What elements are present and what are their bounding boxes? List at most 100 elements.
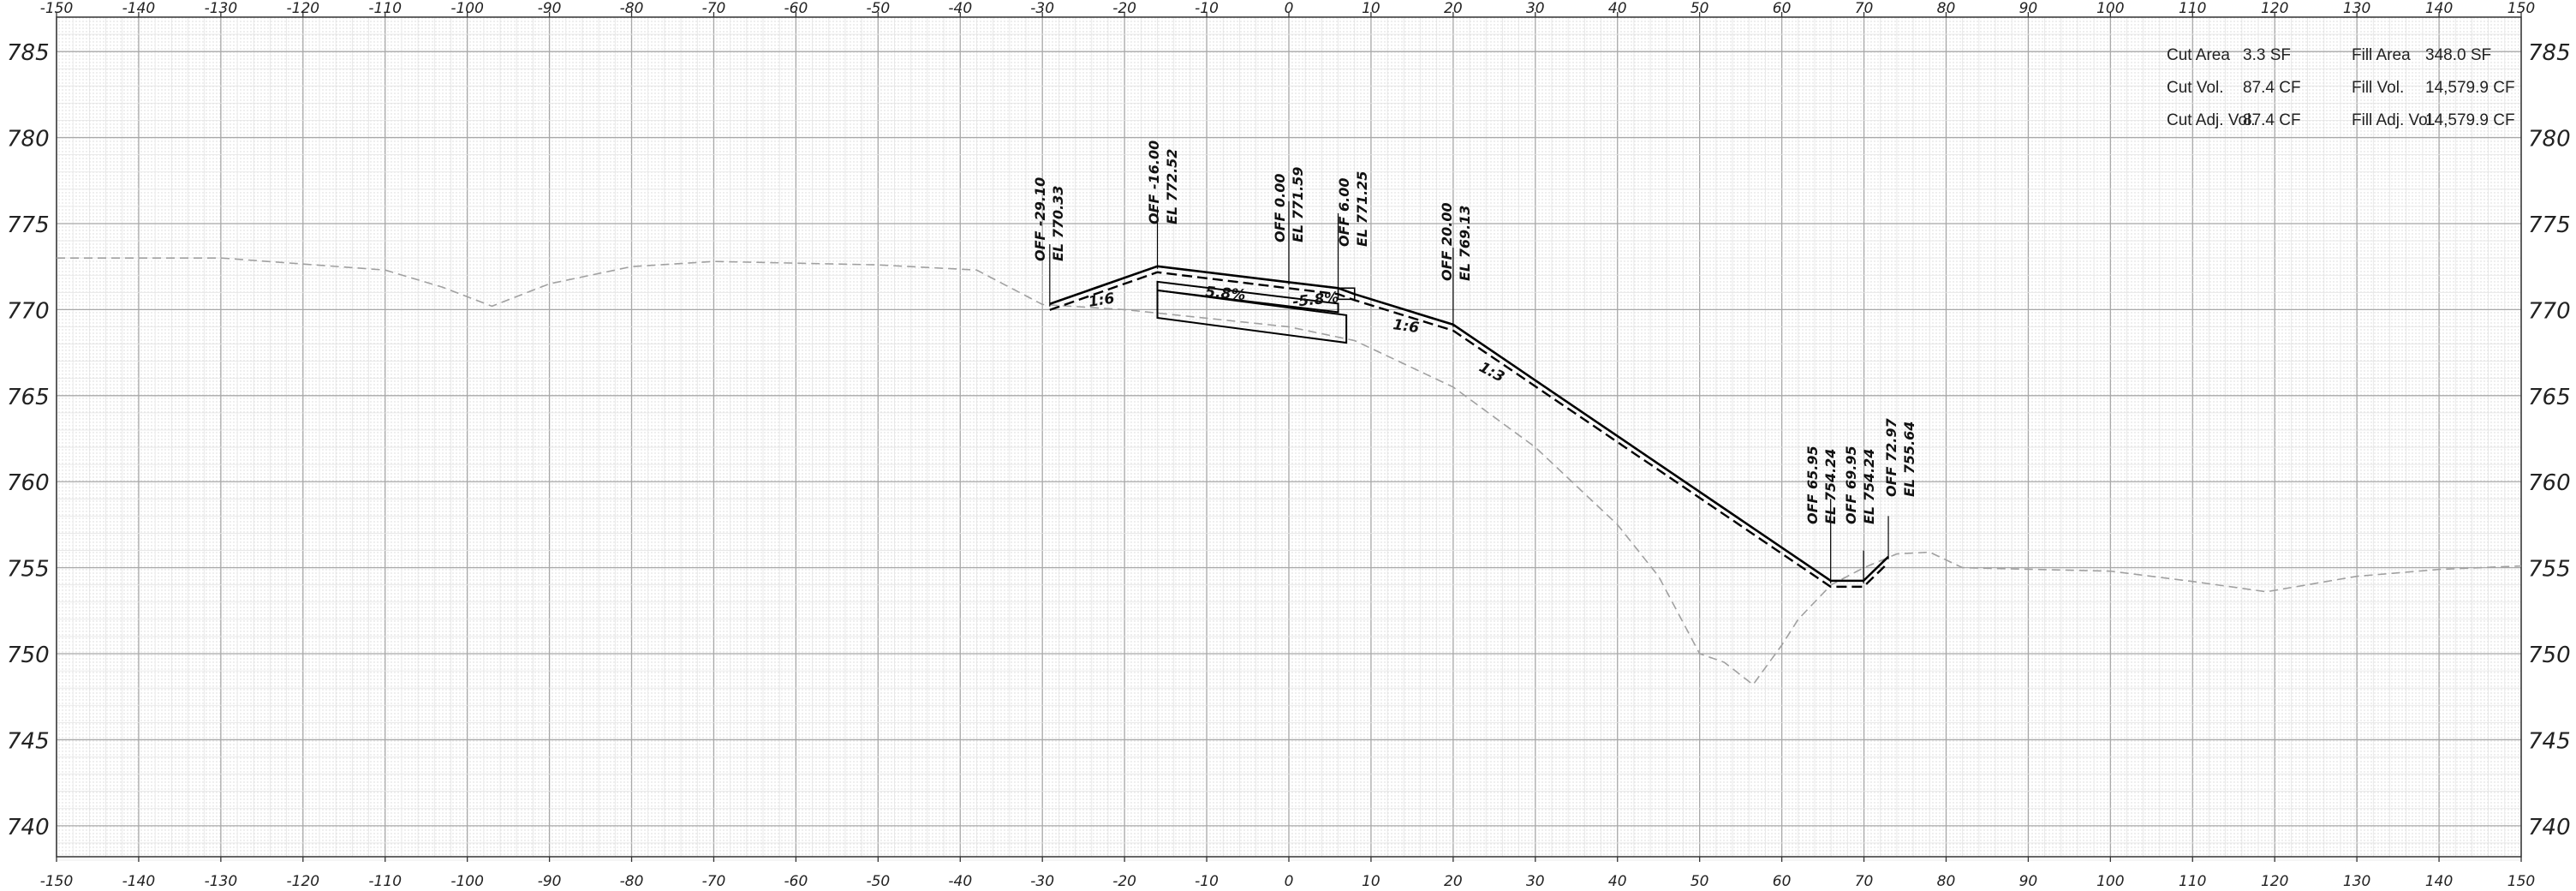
x-tick-label-bottom: -130 — [205, 873, 238, 890]
y-tick-label-right: 745 — [2528, 728, 2571, 754]
x-tick-label-bottom: -70 — [702, 873, 726, 890]
y-tick-label-left: 770 — [7, 298, 50, 324]
elevation-label: EL 755.64 — [1901, 422, 1917, 497]
elevation-label: EL 771.25 — [1354, 171, 1370, 247]
y-tick-label-left: 745 — [7, 728, 50, 754]
offset-label: OFF 69.95 — [1843, 446, 1859, 524]
x-tick-label-bottom: 80 — [1937, 873, 1956, 890]
existing-ground-line — [57, 257, 2522, 686]
x-tick-label-top: 130 — [2343, 0, 2370, 17]
grid — [56, 16, 2522, 861]
x-tick-label-bottom: -60 — [784, 873, 808, 890]
y-tick-label-left: 765 — [7, 385, 50, 410]
elevation-label: EL 754.24 — [1822, 449, 1839, 524]
point-label: OFF -16.00 EL 772.52 — [1146, 141, 1180, 224]
slope-label: 1:6 — [1392, 316, 1420, 337]
x-tick-label-bottom: -40 — [948, 873, 972, 890]
x-tick-label-bottom: 30 — [1526, 873, 1545, 890]
x-tick-label-bottom: -120 — [287, 873, 320, 890]
elevation-label: EL 772.52 — [1164, 149, 1180, 224]
x-tick-label-bottom: -20 — [1112, 873, 1136, 890]
x-tick-label-top: -80 — [620, 0, 644, 17]
x-tick-label-top: 120 — [2261, 0, 2288, 17]
axis-ticks: -150 -150 -140 -140 -130 -130 -120 -120 -110 -110… — [7, 0, 2571, 890]
y-tick-label-right: 780 — [2528, 127, 2571, 152]
x-tick-label-top: 90 — [2019, 0, 2038, 17]
y-tick-label-left: 780 — [7, 127, 50, 152]
subgrade-line — [1049, 271, 1889, 589]
x-tick-label-bottom: 60 — [1773, 873, 1792, 890]
pavement-layer — [1156, 280, 1339, 314]
offset-label: OFF 0.00 — [1272, 173, 1288, 242]
slope-labels: 1:6 5.8% -5.8%1:61:3 — [1088, 284, 1507, 386]
cut-adj-vol-label: Cut Adj. Vol. — [2167, 111, 2256, 129]
x-tick-label-bottom: 110 — [2179, 873, 2206, 890]
x-tick-label-top: 70 — [1855, 0, 1874, 17]
slope-label: 1:6 — [1088, 290, 1116, 311]
x-tick-label-bottom: -30 — [1030, 873, 1054, 890]
point-labels: OFF -29.10 EL 770.33 OFF -16.00 EL 772.52 OF… — [1032, 141, 1917, 524]
y-tick-label-right: 740 — [2528, 815, 2571, 840]
x-tick-label-top: -10 — [1195, 0, 1219, 17]
y-tick-label-right: 760 — [2528, 470, 2571, 496]
y-tick-label-left: 750 — [7, 643, 50, 668]
x-tick-label-top: -150 — [40, 0, 74, 17]
y-tick-label-left: 760 — [7, 470, 50, 496]
fill-area-label: Fill Area — [2352, 46, 2411, 64]
cut-vol-value: 87.4 CF — [2243, 79, 2301, 97]
x-tick-label-bottom: -80 — [620, 873, 644, 890]
x-tick-label-top: -100 — [450, 0, 484, 17]
finished-grade-line — [1049, 265, 1889, 583]
quantities-table: Cut Area 3.3 SF Cut Vol. 87.4 CF Cut Adj… — [2167, 46, 2515, 129]
y-tick-label-left: 785 — [7, 40, 50, 66]
x-tick-label-bottom: 50 — [1690, 873, 1709, 890]
point-label: OFF 20.00 EL 769.13 — [1439, 202, 1473, 281]
point-leaders — [1049, 200, 1889, 583]
x-tick-label-top: -40 — [948, 0, 972, 17]
y-tick-label-left: 755 — [7, 557, 50, 583]
x-tick-label-bottom: 0 — [1285, 873, 1294, 890]
x-tick-label-bottom: -110 — [368, 873, 402, 890]
x-tick-label-top: 140 — [2425, 0, 2453, 17]
x-tick-label-top: -90 — [538, 0, 562, 17]
y-tick-label-right: 750 — [2528, 643, 2571, 668]
offset-label: OFF -16.00 — [1146, 141, 1162, 224]
pavement-layer — [1156, 289, 1348, 344]
x-tick-label-top: 20 — [1444, 0, 1463, 17]
x-tick-label-top: -110 — [368, 0, 402, 17]
offset-label: OFF -29.10 — [1032, 177, 1048, 261]
x-tick-label-top: -130 — [205, 0, 238, 17]
x-tick-label-bottom: 140 — [2425, 873, 2453, 890]
fill-adj-vol-value: 14,579.9 CF — [2425, 111, 2515, 129]
x-tick-label-bottom: 10 — [1362, 873, 1380, 890]
x-tick-label-bottom: 90 — [2019, 873, 2038, 890]
y-tick-label-right: 765 — [2528, 385, 2571, 410]
slope-label: 5.8% — [1205, 284, 1247, 304]
x-tick-label-top: 60 — [1773, 0, 1792, 17]
x-tick-label-bottom: -140 — [122, 873, 156, 890]
y-tick-label-right: 785 — [2528, 40, 2571, 66]
y-tick-label-right: 770 — [2528, 298, 2571, 324]
x-tick-label-bottom: -150 — [40, 873, 74, 890]
cut-area-label: Cut Area — [2167, 46, 2230, 64]
fill-vol-value: 14,579.9 CF — [2425, 79, 2515, 97]
x-tick-label-top: 30 — [1526, 0, 1545, 17]
x-tick-label-bottom: 70 — [1855, 873, 1874, 890]
y-tick-label-right: 755 — [2528, 557, 2571, 583]
x-tick-label-top: 40 — [1608, 0, 1627, 17]
x-tick-label-bottom: -90 — [538, 873, 562, 890]
cut-adj-vol-value: 87.4 CF — [2243, 111, 2301, 129]
cut-area-value: 3.3 SF — [2243, 46, 2291, 64]
y-tick-label-left: 775 — [7, 212, 50, 238]
x-tick-label-bottom: -100 — [450, 873, 484, 890]
x-tick-label-bottom: 40 — [1608, 873, 1627, 890]
x-tick-label-top: 100 — [2096, 0, 2124, 17]
elevation-label: EL 771.59 — [1290, 167, 1306, 242]
fill-vol-label: Fill Vol. — [2352, 79, 2404, 97]
x-tick-label-bottom: 150 — [2507, 873, 2535, 890]
point-label: OFF 0.00 EL 771.59 — [1272, 167, 1306, 242]
x-tick-label-bottom: -10 — [1195, 873, 1219, 890]
x-tick-label-top: -120 — [287, 0, 320, 17]
plot-frame — [56, 16, 2522, 858]
